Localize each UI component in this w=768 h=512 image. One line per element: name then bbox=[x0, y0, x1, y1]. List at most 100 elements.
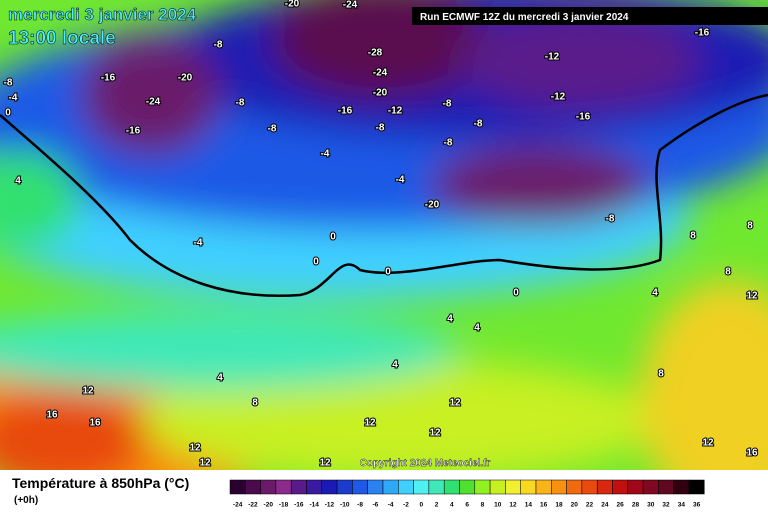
legend-tick-label: 14 bbox=[525, 502, 533, 509]
contour-label: 12 bbox=[702, 438, 714, 449]
legend-tick-label: 28 bbox=[632, 502, 640, 509]
legend-tick-label: -22 bbox=[248, 502, 258, 509]
contour-label: 12 bbox=[189, 443, 201, 454]
legend-tick-label: -12 bbox=[325, 502, 335, 509]
legend-swatch bbox=[489, 479, 506, 495]
legend-tick-label: 26 bbox=[617, 502, 625, 509]
legend-tick-label: -4 bbox=[388, 502, 394, 509]
legend-swatch bbox=[566, 479, 583, 495]
contour-label: -4 bbox=[194, 238, 203, 249]
legend-tick-label: 16 bbox=[540, 502, 548, 509]
legend-swatch bbox=[612, 479, 629, 495]
legend-swatch bbox=[520, 479, 537, 495]
contour-label: 4 bbox=[447, 314, 453, 325]
contour-label: -16 bbox=[695, 28, 710, 39]
run: Run ECMWF 12Z du mercredi 3 janvier 2024 bbox=[420, 12, 629, 23]
contour-label: -8 bbox=[236, 98, 245, 109]
legend-swatch bbox=[336, 479, 353, 495]
contour-label: -20 bbox=[285, 0, 300, 10]
contour-label: -16 bbox=[338, 106, 353, 117]
contour-label: -8 bbox=[606, 214, 615, 225]
legend-swatch bbox=[321, 479, 338, 495]
contour-label: -8 bbox=[214, 40, 223, 51]
legend-swatch bbox=[551, 479, 567, 495]
legend-tick-label: -2 bbox=[403, 502, 409, 509]
contour-label: 4 bbox=[474, 323, 480, 334]
contour-label: 4 bbox=[392, 360, 398, 371]
legend-tick-label: -10 bbox=[340, 502, 350, 509]
contour-label: -8 bbox=[474, 119, 483, 130]
date: mercredi 3 janvier 2024 bbox=[8, 5, 197, 24]
contour-label: -16 bbox=[576, 112, 591, 123]
contour-label: 16 bbox=[746, 448, 758, 459]
contour-label: 12 bbox=[364, 418, 376, 429]
legend-swatch bbox=[367, 479, 384, 495]
contour-label: -8 bbox=[4, 78, 13, 89]
legend-swatch bbox=[658, 479, 674, 495]
legend-tick-label: -6 bbox=[372, 502, 378, 509]
contour-label: 12 bbox=[449, 398, 461, 409]
legend-tick-label: 12 bbox=[509, 502, 517, 509]
legend-tick-label: 8 bbox=[481, 502, 485, 509]
legend-tick-label: 36 bbox=[693, 502, 701, 509]
contour-label: -4 bbox=[9, 93, 18, 104]
copyright: Copyright 2024 Meteociel.fr bbox=[360, 458, 491, 469]
legend-swatch bbox=[688, 479, 705, 495]
legend-tick-label: 6 bbox=[465, 502, 469, 509]
contour-label: -8 bbox=[443, 99, 452, 110]
legend-swatch bbox=[260, 479, 277, 495]
legend-swatch bbox=[505, 479, 521, 495]
time: 13:00 locale bbox=[8, 28, 116, 49]
contour-label: -12 bbox=[551, 92, 566, 103]
legend-tick-label: -8 bbox=[357, 502, 363, 509]
contour-label: -24 bbox=[373, 68, 388, 79]
contour-label: 12 bbox=[199, 458, 211, 469]
contour-label: -28 bbox=[368, 48, 383, 59]
contour-label: -16 bbox=[126, 126, 141, 137]
legend-swatch bbox=[428, 479, 445, 495]
legend-tick-label: -20 bbox=[264, 502, 274, 509]
contour-label: 12 bbox=[319, 458, 331, 469]
legend-swatch bbox=[229, 479, 246, 495]
legend-tick-label: 20 bbox=[571, 502, 579, 509]
contour-label: 0 bbox=[385, 267, 391, 278]
legend-tick-label: 30 bbox=[647, 502, 655, 509]
legend-tick-label: -14 bbox=[309, 502, 319, 509]
legend-swatch bbox=[673, 479, 690, 495]
contour-label: -4 bbox=[396, 175, 405, 186]
contour-label: -24 bbox=[343, 0, 358, 11]
legend-tick-label: -24 bbox=[233, 502, 243, 509]
zero-isotherm bbox=[0, 93, 768, 297]
run-box bbox=[412, 7, 768, 25]
legend-tick-label: 34 bbox=[678, 502, 686, 509]
legend-swatch bbox=[382, 479, 399, 495]
contour-label: 0 bbox=[5, 108, 11, 119]
contour-label: -20 bbox=[373, 88, 388, 99]
contour-label: -8 bbox=[376, 123, 385, 134]
legend-tick-label: 22 bbox=[586, 502, 594, 509]
legend-tick-label: -16 bbox=[294, 502, 304, 509]
legend-swatch bbox=[443, 479, 460, 495]
legend-swatch bbox=[290, 479, 307, 495]
legend-tick-label: 18 bbox=[555, 502, 563, 509]
contour-label: 8 bbox=[658, 369, 664, 380]
contour-label: -4 bbox=[321, 149, 330, 160]
legend-swatch bbox=[459, 479, 476, 495]
contour-label: 4 bbox=[652, 288, 658, 299]
contour-label: 8 bbox=[725, 267, 731, 278]
legend-tick-label: 10 bbox=[494, 502, 502, 509]
lead-time: (+0h) bbox=[14, 495, 38, 506]
legend-swatch bbox=[352, 479, 368, 495]
contour-label: -12 bbox=[388, 106, 403, 117]
contour-label: 12 bbox=[429, 428, 441, 439]
contour-label: 12 bbox=[82, 386, 94, 397]
contour-label: 0 bbox=[313, 257, 319, 268]
legend-swatch bbox=[581, 479, 598, 495]
legend-swatch bbox=[474, 479, 491, 495]
legend-tick-label: 4 bbox=[450, 502, 454, 509]
contour-label: -8 bbox=[268, 124, 277, 135]
contour-label: -20 bbox=[425, 200, 440, 211]
contour-label: -24 bbox=[146, 97, 161, 108]
